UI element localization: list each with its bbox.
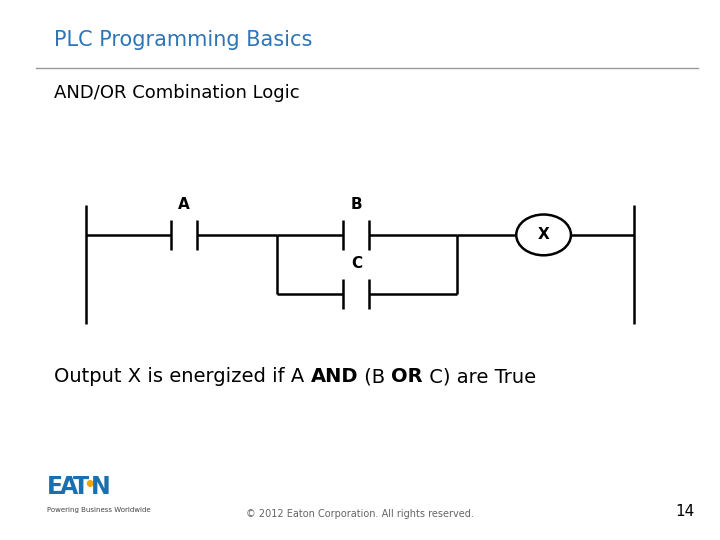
Text: © 2012 Eaton Corporation. All rights reserved.: © 2012 Eaton Corporation. All rights res… [246, 509, 474, 519]
Text: N: N [91, 476, 110, 500]
Text: A: A [60, 476, 78, 500]
Text: (B: (B [358, 367, 392, 386]
Text: T: T [73, 476, 89, 500]
Text: Powering Business Worldwide: Powering Business Worldwide [47, 507, 150, 513]
Text: X: X [538, 227, 549, 242]
Text: A: A [178, 197, 189, 212]
Text: OR: OR [392, 367, 423, 386]
Text: 14: 14 [675, 504, 695, 519]
Text: C: C [351, 256, 362, 271]
Text: AND: AND [310, 367, 358, 386]
Text: AND/OR Combination Logic: AND/OR Combination Logic [54, 84, 300, 102]
Text: •: • [84, 476, 96, 495]
Text: C) are True: C) are True [423, 367, 536, 386]
Text: Output X is energized if A: Output X is energized if A [54, 367, 310, 386]
Text: PLC Programming Basics: PLC Programming Basics [54, 30, 312, 50]
Text: E: E [47, 476, 63, 500]
Text: B: B [351, 197, 362, 212]
